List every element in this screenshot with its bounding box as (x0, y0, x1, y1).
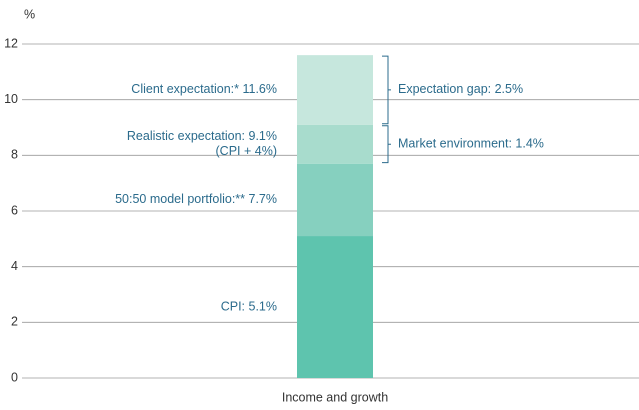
y-unit: % (24, 7, 35, 21)
segment-label: CPI: 5.1% (221, 299, 277, 313)
bar-segment (297, 55, 373, 125)
y-tick-label: 4 (11, 259, 18, 273)
y-tick-label: 10 (4, 92, 18, 106)
bar-segment (297, 163, 373, 237)
y-tick-label: 6 (11, 203, 18, 217)
bracket-label: Market environment: 1.4% (398, 136, 544, 150)
segment-label: Client expectation:* 11.6% (131, 82, 277, 96)
y-tick-label: 8 (11, 148, 18, 162)
segment-label: 50:50 model portfolio:** 7.7% (115, 192, 277, 206)
bar-segment (297, 124, 373, 164)
segment-label: Realistic expectation: 9.1% (127, 129, 277, 143)
bracket (382, 125, 391, 164)
bracket (382, 55, 391, 125)
segment-label: (CPI + 4%) (216, 144, 277, 158)
y-tick-label: 12 (4, 36, 18, 50)
y-tick-label: 0 (11, 370, 18, 384)
bracket-label: Expectation gap: 2.5% (398, 82, 523, 96)
x-tick-label: Income and growth (282, 390, 388, 404)
bar-segment (297, 236, 373, 378)
y-tick-label: 2 (11, 315, 18, 329)
